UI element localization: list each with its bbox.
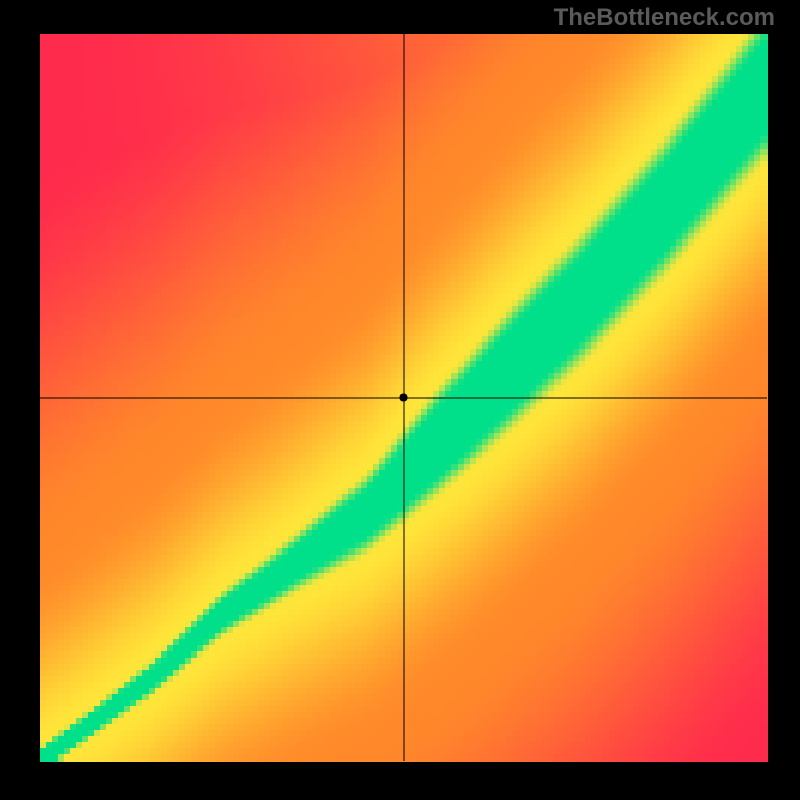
chart-container: TheBottleneck.com: [0, 0, 800, 800]
watermark-text: TheBottleneck.com: [554, 4, 775, 32]
bottleneck-heatmap: [0, 0, 800, 800]
